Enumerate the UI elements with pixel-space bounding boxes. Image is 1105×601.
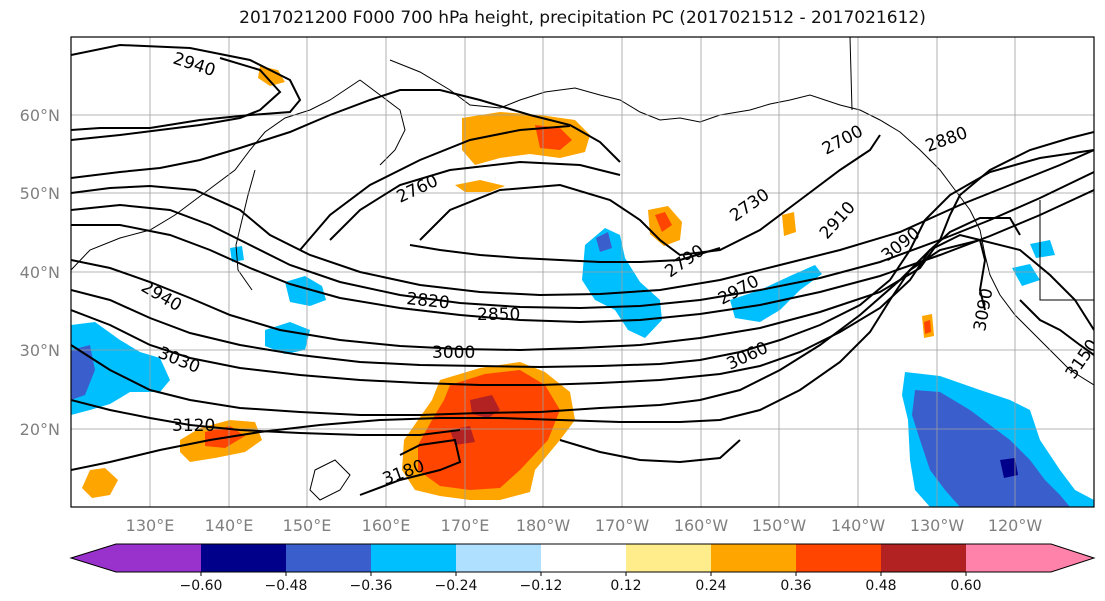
colorbar-tick-label: 0.60 [950,578,981,594]
colorbar-tick-label: −0.12 [520,578,563,594]
lon-label: 160°E [362,516,411,535]
colorbar-segment [711,544,796,572]
colorbar-segment [966,544,1051,572]
lon-label: 120°W [988,516,1043,535]
colorbar-segment [371,544,456,572]
colorbar-outline [69,543,1096,573]
lon-label: 180°W [516,516,571,535]
lon-label: 150°W [752,516,807,535]
colorbar-tick-label: −0.60 [180,578,223,594]
colorbar: −0.60 −0.48 −0.36 −0.24 −0.12 0.12 0.24 … [69,543,1096,594]
lat-label: 60°N [20,106,60,125]
colorbar-tick-label: −0.48 [265,578,308,594]
colorbar-tick-label: 0.24 [695,578,726,594]
colorbar-segment [626,544,711,572]
lon-label: 130°W [910,516,965,535]
height-contours [71,43,1094,496]
contour-label: 2820 [405,289,450,313]
colorbar-segment [541,544,626,572]
graticule [71,37,1094,507]
lat-label: 20°N [20,420,60,439]
contour-label: 2850 [477,305,520,325]
colorbar-segment [881,544,966,572]
colorbar-ticks [200,572,967,576]
latitude-labels: 60°N 50°N 40°N 30°N 20°N [20,106,60,439]
contour-label: 3000 [432,343,475,363]
colorbar-segment [116,544,201,572]
lat-label: 40°N [20,263,60,282]
colorbar-segment [201,544,286,572]
lat-label: 30°N [20,341,60,360]
colorbar-tick-label: 0.48 [865,578,896,594]
colorbar-tick-label: 0.12 [610,578,641,594]
colorbar-segment [456,544,541,572]
lon-label: 140°W [831,516,886,535]
longitude-labels: 130°E 140°E 150°E 160°E 170°E 180°W 170°… [126,516,1043,535]
lon-label: 160°W [674,516,729,535]
map-border [70,36,1095,508]
lat-label: 50°N [20,184,60,203]
colorbar-tick-label: 0.36 [780,578,811,594]
colorbar-segment [796,544,881,572]
colorbar-extend-high [1051,544,1094,572]
map-title: 2017021200 F000 700 hPa height, precipit… [239,8,926,28]
colorbar-tick-label: −0.36 [350,578,393,594]
lon-label: 170°E [441,516,490,535]
lon-label: 130°E [126,516,175,535]
colorbar-extend-low [71,544,116,572]
lon-label: 140°E [205,516,254,535]
contour-label: 3120 [172,416,215,436]
lon-label: 150°E [283,516,332,535]
colorbar-segment [286,544,371,572]
colorbar-tick-label: −0.24 [435,578,478,594]
lon-label: 170°W [595,516,650,535]
coastlines [71,37,1094,501]
